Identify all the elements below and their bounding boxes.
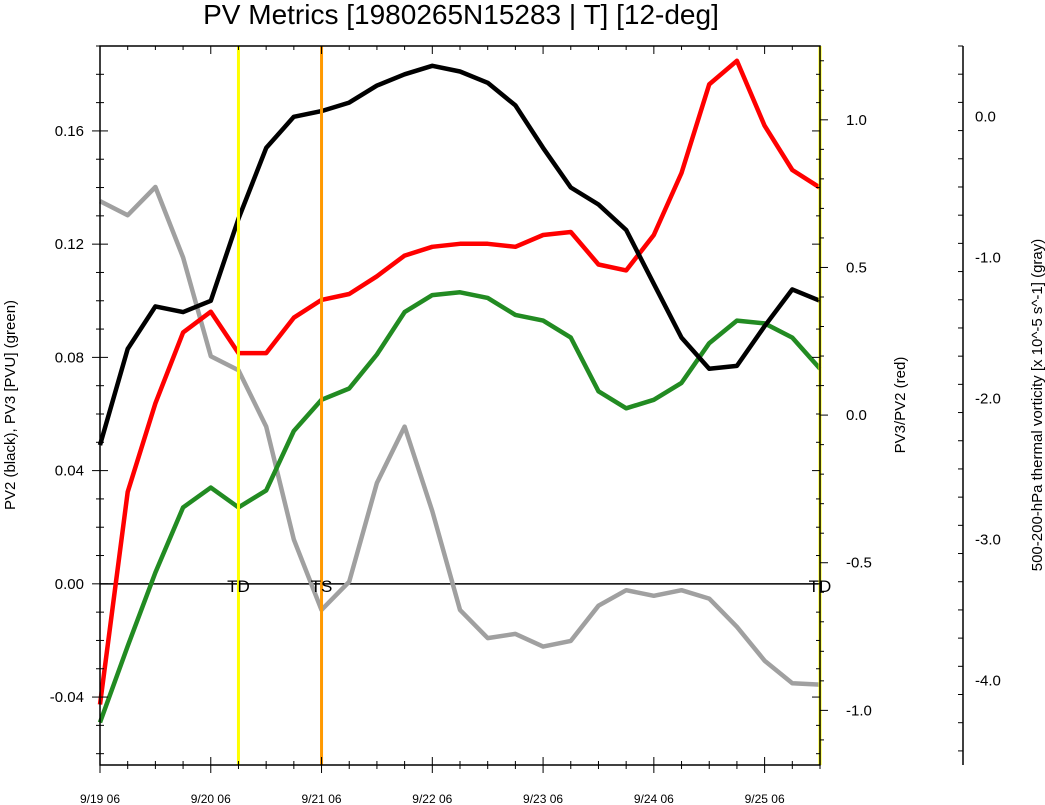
right-tick-label: -0.5: [846, 555, 872, 572]
left-tick-label: 0.08: [55, 349, 84, 366]
far-tick-label: -1.0: [975, 249, 1001, 266]
x-tick-label: 9/23 06: [523, 792, 563, 805]
right-axis: 1.0 0.5 0.0 -0.5 -1.0: [820, 60, 872, 741]
far-tick-label: -4.0: [975, 672, 1001, 689]
x-axis: 9/19 06 9/20 06 9/21 06 9/22 06 9/23 06 9/24 …: [80, 46, 821, 805]
x-tick-label: 9/20 06: [191, 792, 231, 805]
stage-label-0: TD: [227, 577, 250, 596]
event-lines: [236, 46, 822, 765]
right-tick-label: 0.5: [846, 259, 867, 276]
x-tick-label: 9/19 06: [80, 792, 120, 805]
right-axis-label: PV3/PV2 (red): [892, 357, 909, 454]
series-line-pv2: [97, 63, 821, 446]
x-tick-label: 9/25 06: [745, 792, 785, 805]
right-tick-label: -1.0: [846, 702, 872, 719]
left-tick-label: 0.00: [55, 576, 84, 593]
stage-annotations: TD TS TD: [227, 577, 831, 596]
far-tick-label: 0.0: [975, 108, 996, 125]
left-tick-label: 0.12: [55, 236, 84, 253]
stage-label-1: TS: [311, 577, 333, 596]
far-tick-label: -2.0: [975, 390, 1001, 407]
left-tick-label: 0.16: [55, 123, 84, 140]
left-axis: 0.16 0.12 0.08 0.04 0.00 -0.04: [50, 45, 820, 755]
left-axis-label: PV2 (black), PV3 [PVU] (green): [2, 300, 19, 510]
right-tick-label: 1.0: [846, 112, 867, 129]
series-line-pv3: [97, 290, 822, 724]
far-axis: 0.0 -1.0 -2.0 -3.0 -4.0: [958, 45, 1001, 765]
series-layer: [97, 58, 822, 724]
left-tick-label: -0.04: [50, 689, 84, 706]
plot-frame: [99, 45, 821, 766]
series-line-pv3-pv2: [97, 58, 822, 705]
left-tick-label: 0.04: [55, 463, 84, 480]
x-tick-label: 9/22 06: [412, 792, 452, 805]
far-axis-label: 500-200-hPa thermal vorticity [x 10^-5 s…: [1029, 239, 1045, 572]
series-line-500-200-hpa-thermal-vorticity: [98, 184, 821, 687]
chart-title: PV Metrics [1980265N15283 | T] [12-deg]: [203, 0, 719, 30]
far-tick-label: -3.0: [975, 531, 1001, 548]
x-tick-label: 9/21 06: [302, 792, 342, 805]
x-tick-label: 9/24 06: [634, 792, 674, 805]
right-tick-label: 0.0: [846, 407, 867, 424]
